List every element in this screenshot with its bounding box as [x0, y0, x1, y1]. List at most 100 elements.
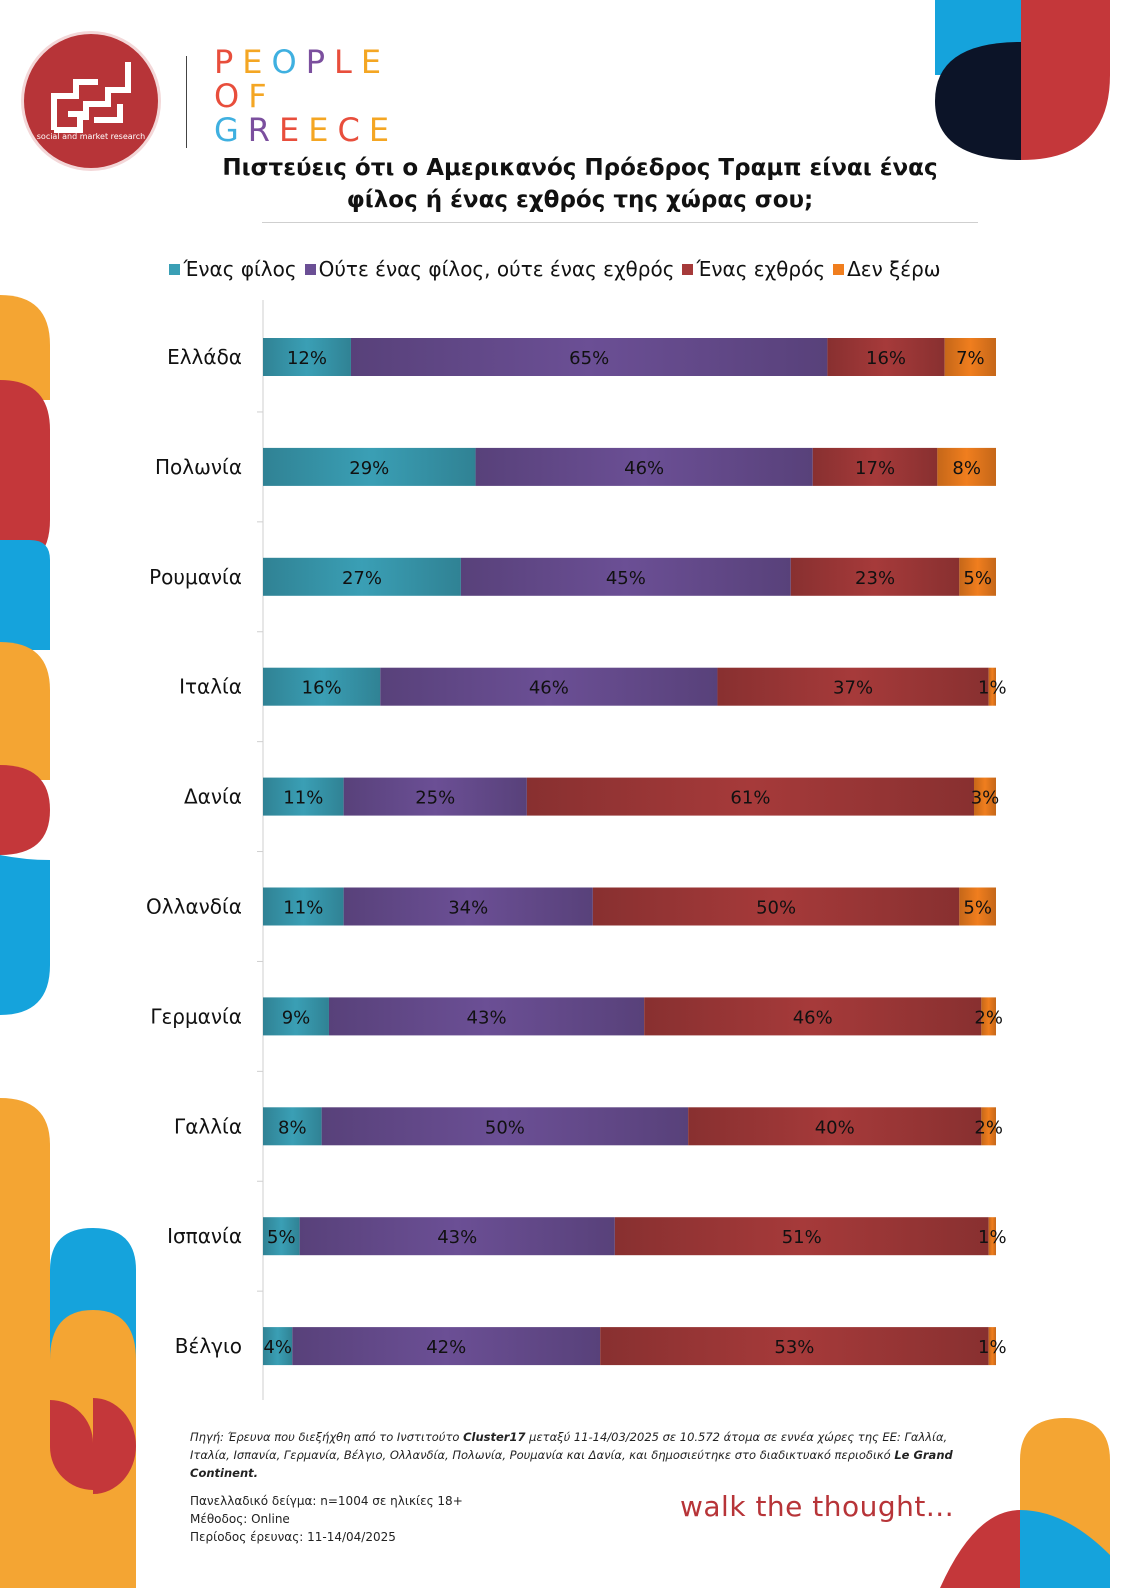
value-label: 61%: [730, 788, 770, 809]
bar-segment: [263, 997, 329, 1036]
value-label: 12%: [287, 348, 327, 369]
category-label: Δανία: [184, 785, 242, 809]
brand-letter: P: [214, 43, 243, 81]
chart-title-line-1: Πιστεύεις ότι ο Αμερικανός Πρόεδρος Τραμ…: [222, 155, 938, 181]
value-label: 1%: [978, 678, 1007, 699]
value-label: 40%: [815, 1117, 855, 1138]
bar-segment: [343, 887, 593, 926]
value-label: 34%: [448, 898, 488, 919]
value-label: 8%: [278, 1117, 307, 1138]
value-label: 46%: [793, 1007, 833, 1028]
bar-segment: [263, 1217, 300, 1256]
value-label: 5%: [963, 898, 992, 919]
brand-letter: P: [305, 43, 334, 81]
source-prefix: Πηγή: Έρευνα που διεξήχθη από το Ινστιτο…: [190, 1430, 464, 1444]
brand-letter: E: [279, 111, 309, 149]
value-label: 50%: [756, 898, 796, 919]
brand-name-line-3: GREECE: [214, 112, 398, 148]
logo-tagline: social and market research: [36, 132, 146, 141]
legend-swatch: [682, 264, 694, 275]
value-label: 11%: [283, 898, 323, 919]
bar-segment: [600, 1327, 989, 1366]
value-label: 11%: [283, 788, 323, 809]
logo-divider: [186, 56, 187, 148]
legend-swatch: [169, 264, 181, 275]
value-label: 2%: [974, 1117, 1003, 1138]
legend-item: Δεν ξέρω: [833, 256, 941, 282]
method-info: Μέθοδος: Online: [190, 1512, 290, 1526]
brand-letter: R: [247, 111, 280, 149]
chart-legend: Ένας φίλος Ούτε ένας φίλος, ούτε ένας εχθ…: [0, 256, 1110, 282]
bar-segment: [475, 447, 813, 486]
value-label: 2%: [974, 1007, 1003, 1028]
bar-segment: [981, 1107, 996, 1146]
bar-segment: [292, 1327, 601, 1366]
bar-segment: [460, 557, 791, 596]
value-label: 16%: [302, 678, 342, 699]
category-label: Γερμανία: [150, 1004, 242, 1028]
value-label: 1%: [978, 1337, 1007, 1358]
bar-segment: [959, 887, 996, 926]
brand-letter: E: [242, 43, 272, 81]
brand-letter: O: [271, 43, 306, 81]
value-label: 53%: [774, 1337, 814, 1358]
logo-badge: [24, 34, 158, 168]
value-label: 45%: [606, 568, 646, 589]
brand-name-line-1: PEOPLE: [214, 44, 390, 80]
category-label: Ελλάδα: [167, 345, 242, 369]
source-middle: μεταξύ 11-14/03/2025 σε 10.572 άτομα σε …: [190, 1430, 948, 1462]
value-label: 5%: [963, 568, 992, 589]
bar-segment: [380, 667, 718, 706]
category-label: Γαλλία: [174, 1114, 242, 1138]
legend-swatch: [833, 264, 845, 275]
bar-segment: [981, 997, 996, 1036]
value-label: 25%: [415, 788, 455, 809]
brand-letter: G: [214, 111, 248, 149]
value-label: 17%: [855, 458, 895, 479]
legend-label: Ένας εχθρός: [696, 257, 826, 281]
bar-segment: [988, 1217, 996, 1256]
source-journal: Le Grand Continent.: [190, 1448, 953, 1480]
brand-letter: C: [337, 111, 369, 149]
bar-segment: [263, 1107, 322, 1146]
bar-segment: [944, 338, 996, 376]
bar-segment: [299, 1217, 615, 1256]
bar-segment: [592, 887, 960, 926]
period-info: Περίοδος έρευνας: 11-14/04/2025: [190, 1530, 396, 1544]
bar-segment: [812, 447, 938, 486]
value-label: 27%: [342, 568, 382, 589]
category-label: Βέλγιο: [175, 1334, 242, 1358]
value-label: 43%: [467, 1007, 507, 1028]
bar-segment: [263, 667, 381, 706]
brand-letter: E: [360, 43, 391, 81]
sample-info: Πανελλαδικό δείγμα: n=1004 σε ηλικίες 18…: [190, 1494, 463, 1508]
value-label: 5%: [267, 1227, 296, 1248]
bar-segment: [717, 667, 989, 706]
bar-segment: [614, 1217, 989, 1256]
bar-segment: [988, 1327, 996, 1366]
source-institute: Cluster17: [463, 1430, 526, 1444]
value-label: 23%: [855, 568, 895, 589]
bar-segment: [263, 447, 476, 486]
category-label: Ιταλία: [179, 675, 242, 699]
logo-icon: [51, 62, 131, 133]
title-divider: [262, 222, 978, 223]
brand-letter: E: [368, 111, 399, 149]
bar-segment: [263, 557, 461, 596]
legend-swatch: [304, 264, 316, 275]
bar-segment: [688, 1107, 982, 1146]
legend-label: Ένας φίλος: [183, 257, 297, 281]
brand-letter: O: [214, 77, 249, 115]
bar-segment: [526, 777, 975, 816]
slogan: walk the thought...: [680, 1490, 955, 1523]
value-label: 46%: [624, 458, 664, 479]
bar-segment: [328, 997, 645, 1036]
value-label: 43%: [437, 1227, 477, 1248]
value-label: 51%: [782, 1227, 822, 1248]
brand-name-line-2: OF: [214, 78, 276, 114]
bar-segment: [263, 338, 351, 376]
bar-segment: [263, 777, 344, 816]
legend-item: Ούτε ένας φίλος, ούτε ένας εχθρός: [304, 256, 674, 282]
